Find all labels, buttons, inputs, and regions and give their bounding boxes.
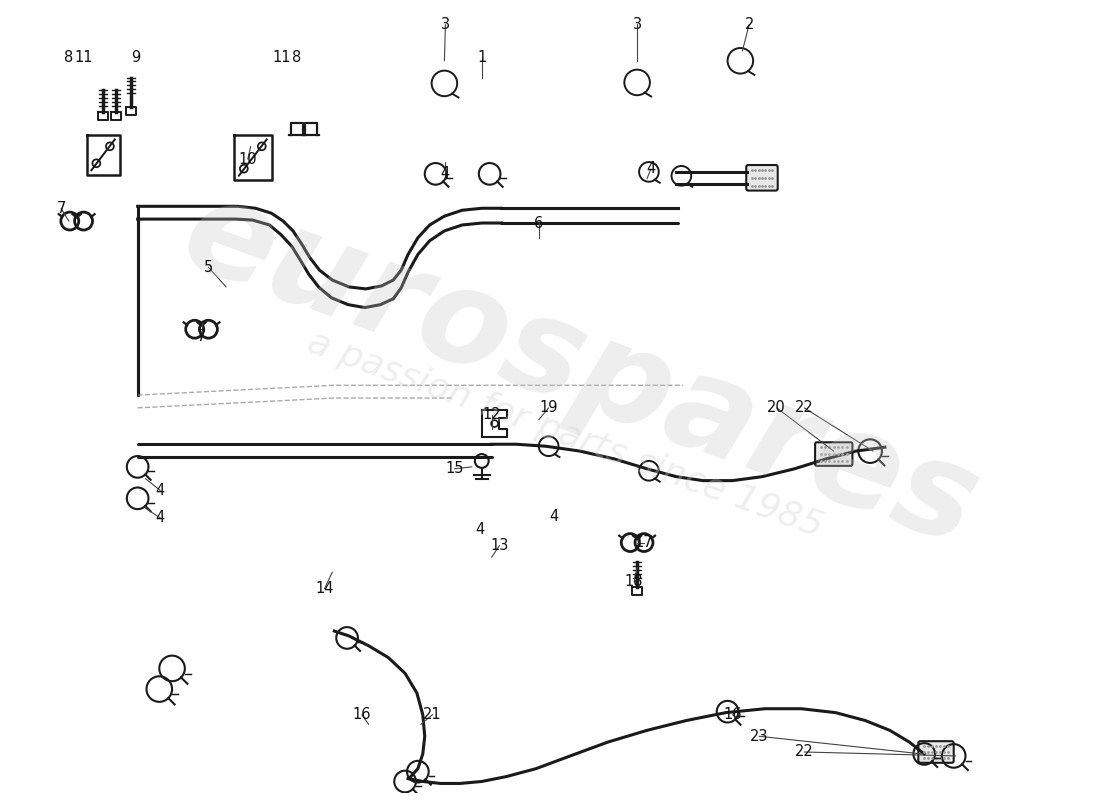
Text: 3: 3 — [632, 17, 641, 32]
Text: eurospares: eurospares — [166, 168, 994, 573]
Text: 4: 4 — [549, 509, 558, 523]
Text: 23: 23 — [750, 729, 768, 744]
Text: 8: 8 — [293, 50, 301, 66]
Text: 2: 2 — [745, 17, 754, 32]
Text: 16: 16 — [353, 707, 371, 722]
Text: 20: 20 — [768, 400, 786, 415]
Text: 10: 10 — [239, 152, 257, 166]
FancyBboxPatch shape — [918, 741, 954, 763]
Text: 4: 4 — [647, 162, 656, 177]
Text: 22: 22 — [795, 400, 814, 415]
Text: 22: 22 — [795, 745, 814, 759]
Text: 4: 4 — [155, 510, 165, 526]
Text: 7: 7 — [56, 201, 66, 216]
Text: 9: 9 — [131, 50, 141, 66]
Text: 18: 18 — [625, 574, 644, 590]
Text: 3: 3 — [441, 17, 450, 32]
Text: 6: 6 — [535, 215, 543, 230]
Text: 21: 21 — [424, 707, 442, 722]
Text: 4: 4 — [475, 522, 484, 538]
FancyBboxPatch shape — [746, 165, 778, 190]
Text: a passion for parts since 1985: a passion for parts since 1985 — [304, 325, 827, 544]
Text: 11: 11 — [272, 50, 290, 66]
Text: 1: 1 — [477, 50, 486, 66]
Text: 12: 12 — [482, 407, 500, 422]
Text: 7: 7 — [197, 329, 206, 343]
Text: 4: 4 — [441, 166, 450, 182]
Text: 11: 11 — [75, 50, 92, 66]
Text: 8: 8 — [64, 50, 74, 66]
Text: 13: 13 — [491, 538, 508, 553]
Text: 14: 14 — [316, 582, 333, 596]
Text: 16: 16 — [723, 707, 741, 722]
Text: 15: 15 — [446, 462, 463, 476]
Text: 17: 17 — [635, 535, 653, 550]
Text: 5: 5 — [204, 260, 213, 274]
Text: 4: 4 — [155, 483, 165, 498]
Text: 19: 19 — [539, 400, 558, 415]
FancyBboxPatch shape — [815, 442, 852, 466]
